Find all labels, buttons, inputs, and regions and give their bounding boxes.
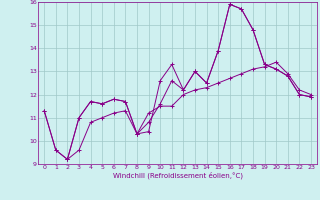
X-axis label: Windchill (Refroidissement éolien,°C): Windchill (Refroidissement éolien,°C): [113, 172, 243, 179]
